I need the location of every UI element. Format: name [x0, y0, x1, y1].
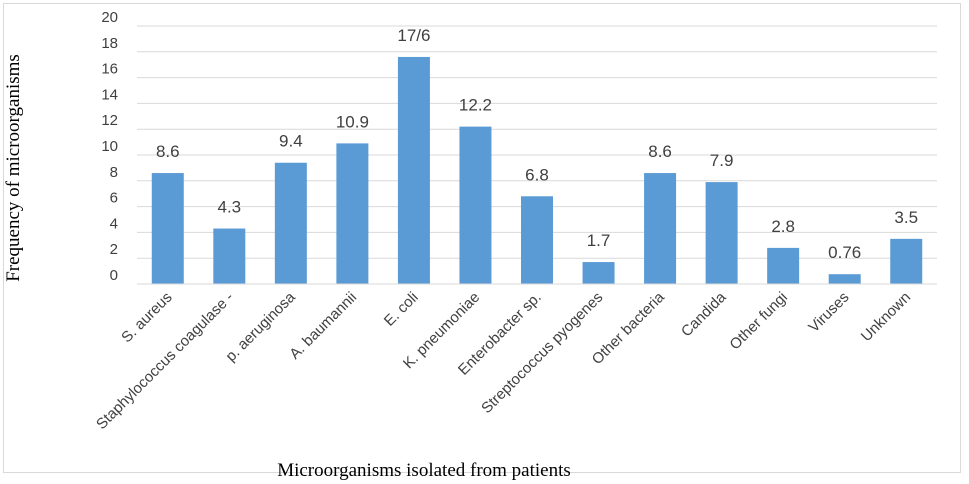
y-tick-label: 8 [110, 164, 118, 181]
y-tick-label: 18 [101, 35, 118, 52]
data-label: 3.5 [894, 208, 918, 227]
x-category-label: Streptococcus pyogenes [478, 289, 606, 417]
x-category-label: E. coli [381, 289, 422, 330]
y-tick-label: 10 [101, 138, 118, 155]
data-label: 4.3 [217, 198, 241, 217]
bar [582, 262, 615, 284]
data-label: 0.76 [828, 243, 861, 262]
bar [459, 126, 492, 285]
bar [151, 173, 184, 284]
x-category-label: Unknown [858, 289, 914, 345]
y-tick-label: 2 [110, 241, 118, 258]
y-tick-label: 6 [110, 190, 118, 207]
y-tick-label: 20 [101, 9, 118, 26]
bar [767, 247, 800, 284]
x-axis-title: Microorganisms isolated from patients [277, 460, 571, 481]
data-label: 9.4 [279, 132, 303, 151]
bar [644, 173, 677, 284]
bars [151, 56, 923, 285]
data-label: 8.6 [156, 142, 180, 161]
y-axis-title: Frequency of microorganisms [3, 54, 24, 282]
bar [828, 274, 861, 284]
bar [890, 238, 923, 284]
y-tick-label: 4 [110, 215, 118, 232]
bar [213, 228, 246, 284]
bar [521, 196, 553, 284]
y-tick-label: 16 [101, 61, 118, 78]
bar [274, 162, 307, 284]
data-label: 8.6 [648, 142, 672, 161]
data-label: 7.9 [710, 151, 734, 170]
x-category-label: Viruses [805, 289, 852, 336]
bar [705, 182, 738, 284]
bar [397, 56, 430, 285]
bar [336, 143, 369, 284]
data-label: 1.7 [587, 231, 611, 250]
data-labels: 8.6 4.3 9.4 10.9 17/6 12.2 6.8 1.7 8.6 7.9 2.8 0.76… [156, 26, 918, 262]
gridlines [137, 25, 937, 259]
data-label: 17/6 [397, 26, 430, 45]
y-tick-label: 0 [110, 267, 118, 284]
data-label: 6.8 [525, 165, 549, 184]
x-category-label: S. aureus [118, 289, 175, 346]
x-category-label: Candida [678, 288, 730, 340]
x-category-label: Other fungi [726, 289, 791, 354]
data-label: 2.8 [771, 217, 795, 236]
y-tick-label: 14 [101, 86, 118, 103]
y-tick-label: 12 [101, 112, 118, 129]
data-label: 10.9 [336, 112, 369, 131]
y-axis-ticks: 0 2 4 6 8 10 12 14 16 18 20 [101, 9, 118, 284]
data-label: 12.2 [459, 96, 492, 115]
